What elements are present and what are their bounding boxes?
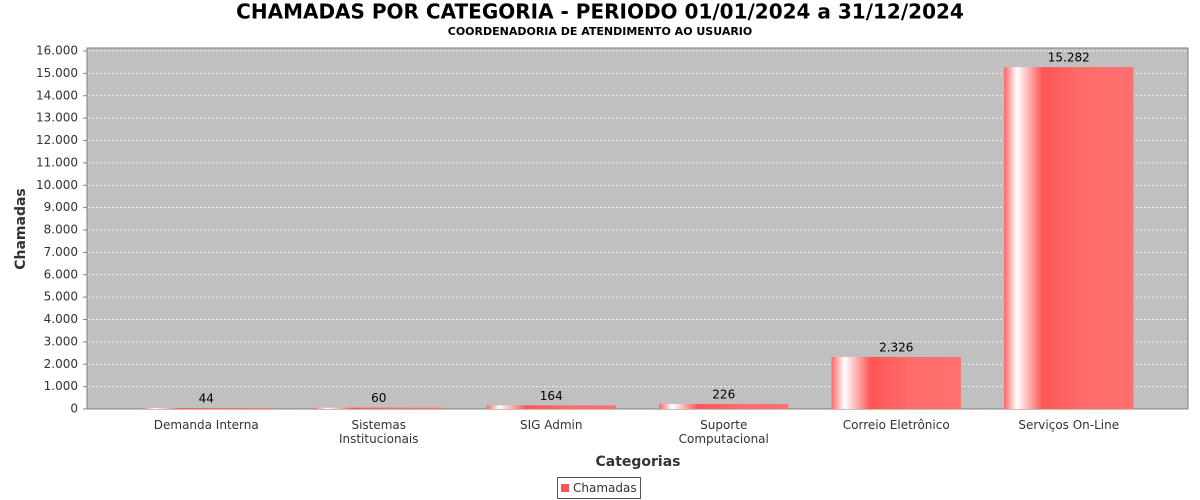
chart-subtitle: COORDENADORIA DE ATENDIMENTO AO USUARIO xyxy=(448,25,753,38)
legend: Chamadas xyxy=(557,477,641,499)
legend-label: Chamadas xyxy=(573,481,637,495)
y-tick-label: 10.000 xyxy=(36,178,78,192)
y-tick-label: 11.000 xyxy=(36,155,78,169)
x-axis-label: Categorias xyxy=(595,454,680,470)
x-tick-label: Sistemas Institucionais xyxy=(338,418,419,446)
y-tick-label: 14.000 xyxy=(36,88,78,102)
legend-swatch xyxy=(561,484,569,492)
bar xyxy=(1004,67,1134,409)
y-tick-label: 6.000 xyxy=(44,267,78,281)
x-tick-label: SIG Admin xyxy=(519,418,583,432)
bar xyxy=(659,403,789,409)
y-axis-label: Chamadas xyxy=(13,188,29,270)
value-label: 60 xyxy=(371,391,386,405)
value-label: 44 xyxy=(199,392,214,406)
y-tick-label: 8.000 xyxy=(44,223,78,237)
y-tick-label: 13.000 xyxy=(36,111,78,125)
y-tick-label: 9.000 xyxy=(44,200,78,214)
y-tick-label: 7.000 xyxy=(44,245,78,259)
y-tick-label: 2.000 xyxy=(44,357,78,371)
y-tick-label: 15.000 xyxy=(36,66,78,80)
y-tick-label: 3.000 xyxy=(44,334,78,348)
y-tick-label: 0 xyxy=(70,402,78,416)
y-tick-label: 12.000 xyxy=(36,133,78,147)
y-tick-label: 4.000 xyxy=(44,312,78,326)
chart-title: CHAMADAS POR CATEGORIA - PERIODO 01/01/2… xyxy=(236,0,964,24)
x-tick-label: Suporte Computacional xyxy=(678,418,769,446)
y-tick-label: 1.000 xyxy=(44,379,78,393)
x-tick-label: Demanda Interna xyxy=(153,418,259,432)
y-tick-label: 16.000 xyxy=(36,44,78,58)
bar xyxy=(141,408,271,410)
bar xyxy=(831,356,961,409)
bar xyxy=(486,405,616,409)
value-label: 2.326 xyxy=(879,340,913,354)
x-tick-label: Correio Eletrônico xyxy=(842,418,950,432)
value-label: 164 xyxy=(540,389,563,403)
x-tick-label: Serviços On-Line xyxy=(1018,418,1120,432)
bar xyxy=(314,407,444,409)
value-label: 226 xyxy=(712,387,735,401)
value-label: 15.282 xyxy=(1048,51,1090,65)
y-tick-label: 5.000 xyxy=(44,290,78,304)
